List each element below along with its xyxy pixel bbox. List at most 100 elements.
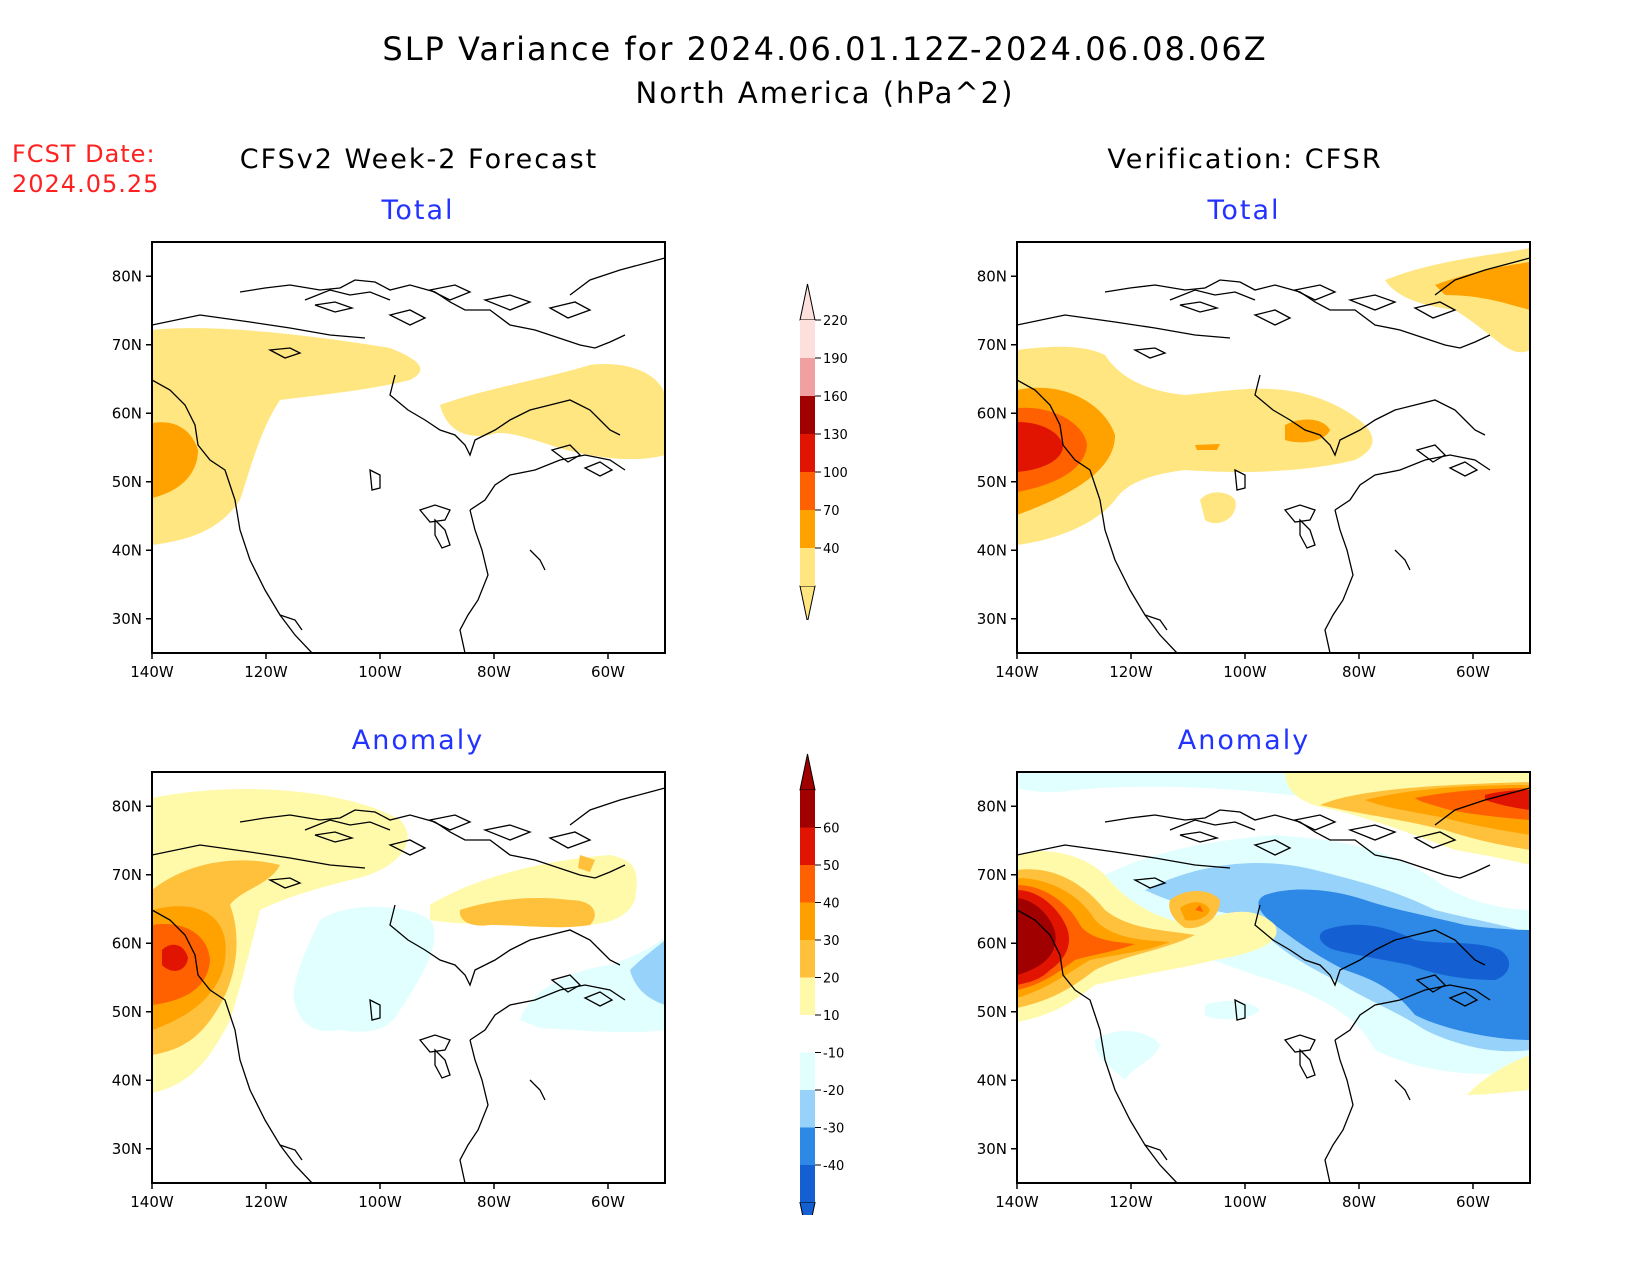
verification-total-title: Total [1207,195,1281,226]
verification-total-map: 80N 70N 60N 50N 40N 30N 140W 120W 100W 80W 60W [977,241,1531,681]
coastline-segment [583,991,614,1007]
coastline-segment [152,314,366,339]
colorbar-swatch [800,977,815,1015]
colorbar-label: -40 [823,1159,844,1174]
colorbar-label: 160 [823,390,848,405]
fcst-date-value: 2024.05.25 [12,170,160,198]
lon-tick-label: 60W [1456,663,1490,681]
forecast-column-title: CFSv2 Week-2 Forecast [239,144,599,175]
colorbar-label: 130 [823,428,848,443]
colorbar-swatch [800,1090,815,1128]
colorbar-swatch [800,790,815,828]
lon-tick-label: 120W [1109,1193,1153,1211]
forecast-total-shading [152,328,665,545]
colorbar-label: 30 [823,934,840,949]
anomaly-colorbar: -40 -30 -20 -10 10 20 30 40 50 60 [799,753,844,1215]
coastline-segment [482,294,532,311]
forecast-total-map: 80N 70N 60N 50N 40N 30N 140W 120W 100W 80W 60W [112,241,666,681]
lat-tick-label: 50N [977,473,1007,491]
coastline-segment [1253,309,1292,326]
coastline-segment [1179,831,1220,843]
colorbar-label: -10 [823,1047,844,1062]
lat-tick-label: 60N [112,934,142,952]
colorbar-swatch [800,940,815,978]
lat-tick-label: 70N [977,336,1007,354]
coastline-segment [314,301,355,313]
coastline-segment [1234,998,1246,1021]
lat-tick-label: 70N [112,336,142,354]
lat-tick-label: 50N [112,473,142,491]
coastline-segment [1017,844,1231,869]
colorbar-swatch [800,1127,815,1165]
lat-tick-label: 30N [112,610,142,628]
lon-tick-label: 80W [1342,1193,1376,1211]
coastline-segment [267,877,302,889]
lat-tick-label: 50N [977,1003,1007,1021]
colorbar-low-cap [799,1202,816,1215]
lon-tick-label: 140W [995,1193,1039,1211]
forecast-anomaly-title: Anomaly [351,725,485,756]
colorbar-swatch [800,827,815,865]
colorbar-swatch [800,1052,815,1090]
colorbar-high-cap [799,753,816,791]
lat-tick-label: 50N [112,1003,142,1021]
coastline-segment [469,454,626,511]
coastline-segment [434,1048,451,1079]
lon-tick-label: 80W [1342,663,1376,681]
coastline-segment [239,279,626,349]
colorbar-label: -20 [823,1084,844,1099]
lon-tick-label: 100W [1223,663,1267,681]
lon-tick-label: 100W [358,1193,402,1211]
coastline-segment [484,399,621,436]
colorbar-swatch [800,510,815,548]
coastline-segment [152,909,313,1183]
colorbar-label: 10 [823,1009,840,1024]
coastline-segment [388,839,427,856]
coastline-segment [389,374,486,457]
colorbar-label: 100 [823,466,848,481]
coastline-segment [1434,787,1530,826]
coastline [152,787,665,1183]
colorbar-low-cap [799,585,816,620]
lat-tick-label: 60N [112,404,142,422]
lon-tick-label: 60W [591,1193,625,1211]
coastline-segment [152,379,313,653]
coastline-segment [1254,904,1351,987]
coastline-segment [1283,504,1316,523]
colorbar-label: 50 [823,859,840,874]
coastline-segment [569,257,665,296]
colorbar-swatch [800,865,815,903]
coastline [152,257,665,653]
verification-total-shading [1017,248,1530,545]
coastline-segment [1413,831,1457,849]
coastline-segment [1144,1144,1168,1161]
coastline-segment [569,787,665,826]
coastline-segment [583,461,614,477]
lon-tick-label: 60W [591,663,625,681]
lat-tick-label: 80N [112,797,142,815]
coastline-segment [1434,257,1530,296]
colorbar-swatch [800,434,815,472]
verification-anomaly-title: Anomaly [1177,725,1311,756]
lat-tick-label: 80N [977,267,1007,285]
coastline-segment [1017,379,1178,653]
coastline-segment [1415,974,1447,993]
lon-tick-label: 140W [995,663,1039,681]
verification-anomaly-map: 80N 70N 60N 50N 40N 30N 140W 120W 100W 80W 60W [977,771,1531,1211]
colorbar-label: 20 [823,972,840,987]
lat-tick-label: 40N [977,1071,1007,1089]
coastline-segment [484,929,621,966]
coastline-segment [1324,1039,1354,1183]
lat-tick-label: 40N [112,1071,142,1089]
forecast-anomaly-shading [152,789,665,1093]
coastline-segment [279,1144,303,1161]
coastline-segment [1104,809,1491,879]
colorbar-swatch [800,548,815,586]
lat-tick-label: 70N [112,866,142,884]
coastline-segment [548,831,592,849]
coastline-segment [1415,444,1447,463]
coastline-segment [1234,468,1246,491]
coastline-segment [388,309,427,326]
coastline-segment [529,1079,546,1101]
coastline [1017,787,1530,1183]
